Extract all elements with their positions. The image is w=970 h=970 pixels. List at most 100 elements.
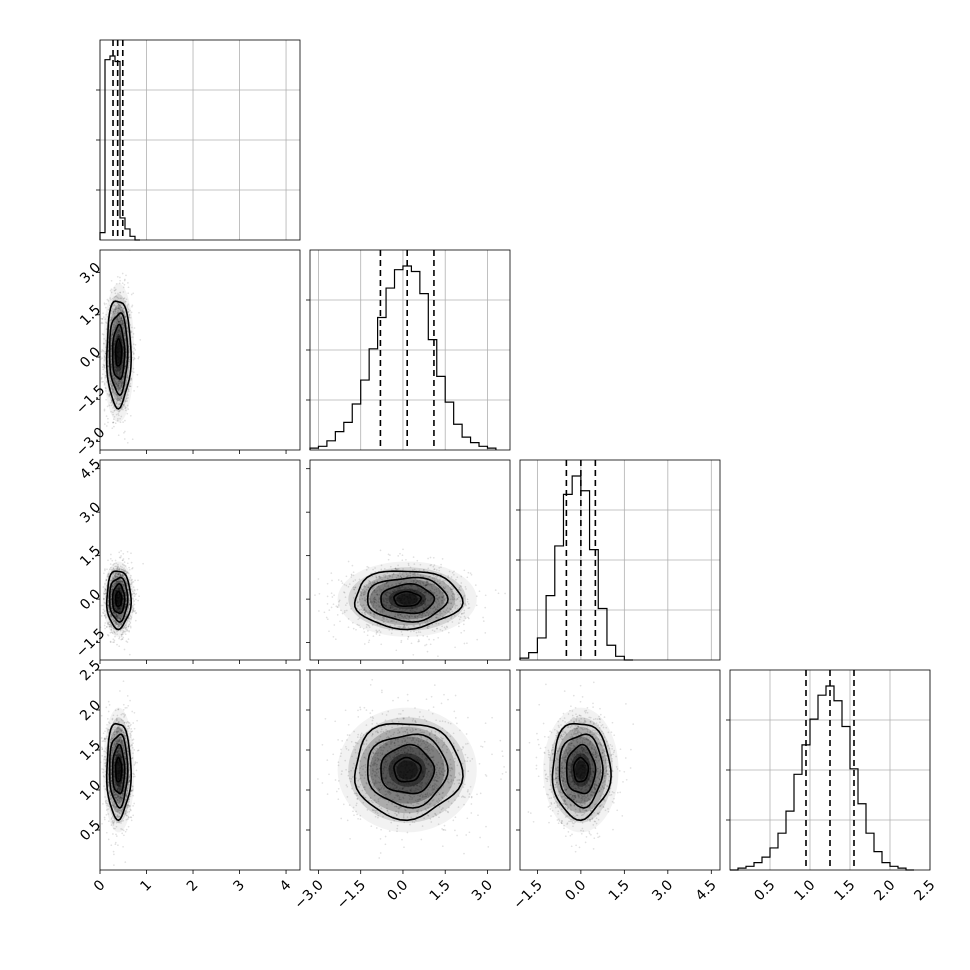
panel-2-0-point: [112, 567, 115, 569]
panel-1-0-point: [114, 382, 117, 385]
panel-2-0-point: [108, 585, 111, 588]
panel-2-1-point: [435, 577, 438, 579]
panel-3-0-point: [121, 810, 123, 813]
panel-2-1-point: [365, 623, 368, 626]
panel-2-1-point: [326, 603, 329, 605]
panel-2-1-point: [404, 582, 406, 584]
panel-2-1-point: [397, 564, 399, 567]
panel-2-0-point: [108, 613, 111, 616]
panel-2-0-point: [123, 569, 126, 572]
panel-2-1-point: [423, 591, 426, 593]
panel-2-1-point: [417, 597, 419, 600]
panel-2-0-point: [124, 577, 126, 579]
panel-2-0-point: [103, 614, 106, 617]
panel-2-1-point: [381, 589, 384, 591]
panel-1-0-point: [111, 385, 113, 387]
panel-2-0-point: [121, 580, 124, 583]
panel-2-1-point: [409, 609, 411, 612]
panel-2-0-point: [119, 624, 121, 627]
panel-2-0-point: [118, 596, 121, 599]
panel-2-0-shade-2: [107, 573, 130, 626]
panel-2-0-point: [113, 585, 116, 587]
panel-1-0-point: [113, 415, 116, 418]
panel-1-0-point: [110, 319, 113, 321]
panel-2-0-point: [114, 635, 116, 638]
panel-2-0-point: [119, 598, 122, 600]
panel-2-1-point: [375, 610, 378, 612]
panel-2-1-point: [396, 597, 398, 600]
panel-2-0-point: [119, 618, 121, 621]
panel-1-0-point: [110, 334, 113, 337]
panel-2-1-point: [407, 635, 410, 638]
panel-2-0-point: [119, 597, 121, 600]
panel-3-0-point: [121, 741, 124, 743]
panel-2-1-point: [381, 578, 383, 581]
panel-1-0-point: [117, 380, 120, 383]
panel-2-1-point: [416, 615, 419, 618]
panel-2-0-point: [112, 577, 114, 580]
panel-2-0-point: [116, 608, 119, 611]
panel-2-1-point: [372, 602, 375, 605]
panel-1-0-point: [114, 341, 116, 343]
panel-2-1-point: [347, 618, 350, 620]
panel-2-1-point: [423, 568, 425, 571]
panel-2-0-point: [113, 631, 116, 634]
panel-2-0-point: [102, 598, 105, 601]
panel-2-1-point: [416, 634, 419, 637]
panel-1-0-point: [131, 326, 133, 329]
panel-2-1-point: [426, 650, 429, 653]
panel-2-0-point: [128, 629, 130, 632]
panel-2-1-point: [397, 588, 399, 591]
panel-2-1-point: [385, 582, 388, 584]
panel-1-0-point: [116, 317, 119, 319]
panel-3-0-point: [117, 785, 120, 788]
panel-2-0-point: [117, 596, 120, 599]
panel-3-0-point: [131, 789, 134, 792]
panel-2-1-point: [417, 597, 420, 600]
panel-1-0-point: [108, 394, 111, 396]
panel-2-1-point: [402, 623, 405, 626]
panel-1-0-point: [115, 377, 118, 380]
panel-1-0-point: [118, 356, 120, 359]
panel-1-0-point: [125, 348, 128, 351]
panel-2-1-point: [409, 600, 412, 603]
panel-1-0-point: [116, 351, 119, 354]
panel-2-0-point: [115, 562, 117, 565]
panel-1-0-point: [118, 358, 120, 361]
panel-2-0-point: [115, 615, 117, 618]
panel-1-0-point: [115, 288, 117, 291]
panel-2-0-point: [118, 608, 121, 611]
panel-2-1-point: [372, 607, 375, 609]
panel-2-1-point: [398, 597, 401, 600]
panel-2-0-point: [105, 579, 108, 581]
panel-1-0-point: [112, 374, 115, 376]
panel-1-0-point: [114, 366, 116, 369]
panel-3-0-point: [118, 783, 120, 786]
panel-1-0-point: [116, 387, 118, 390]
panel-2-0-content: [100, 550, 144, 656]
panel-2-0-point: [123, 564, 125, 567]
panel-1-0-point: [128, 315, 131, 317]
panel-2-1-point: [442, 586, 445, 588]
panel-2-1-point: [389, 607, 392, 610]
panel-2-1-point: [431, 623, 434, 626]
panel-2-0-point: [131, 567, 134, 569]
panel-2-0-point: [116, 596, 119, 599]
panel-2-0-point: [132, 607, 135, 610]
panel-1-0-point: [121, 326, 124, 329]
panel-2-1-point: [395, 608, 397, 611]
panel-2-1-point: [422, 582, 424, 584]
panel-2-1-point: [415, 599, 418, 601]
panel-1-0-point: [120, 415, 123, 418]
panel-2-1-point: [367, 624, 369, 626]
panel-2-0-point: [118, 616, 121, 619]
panel-1-0-point: [127, 397, 129, 399]
panel-1-0-point: [101, 318, 104, 320]
panel-2-0-point: [107, 574, 109, 577]
panel-2-1-point: [401, 602, 404, 605]
panel-2-1-point: [392, 573, 395, 575]
panel-1-0-point: [111, 332, 114, 335]
panel-2-1-point: [414, 574, 416, 577]
panel-2-1-point: [387, 553, 390, 556]
panel-2-0-point: [122, 584, 125, 586]
